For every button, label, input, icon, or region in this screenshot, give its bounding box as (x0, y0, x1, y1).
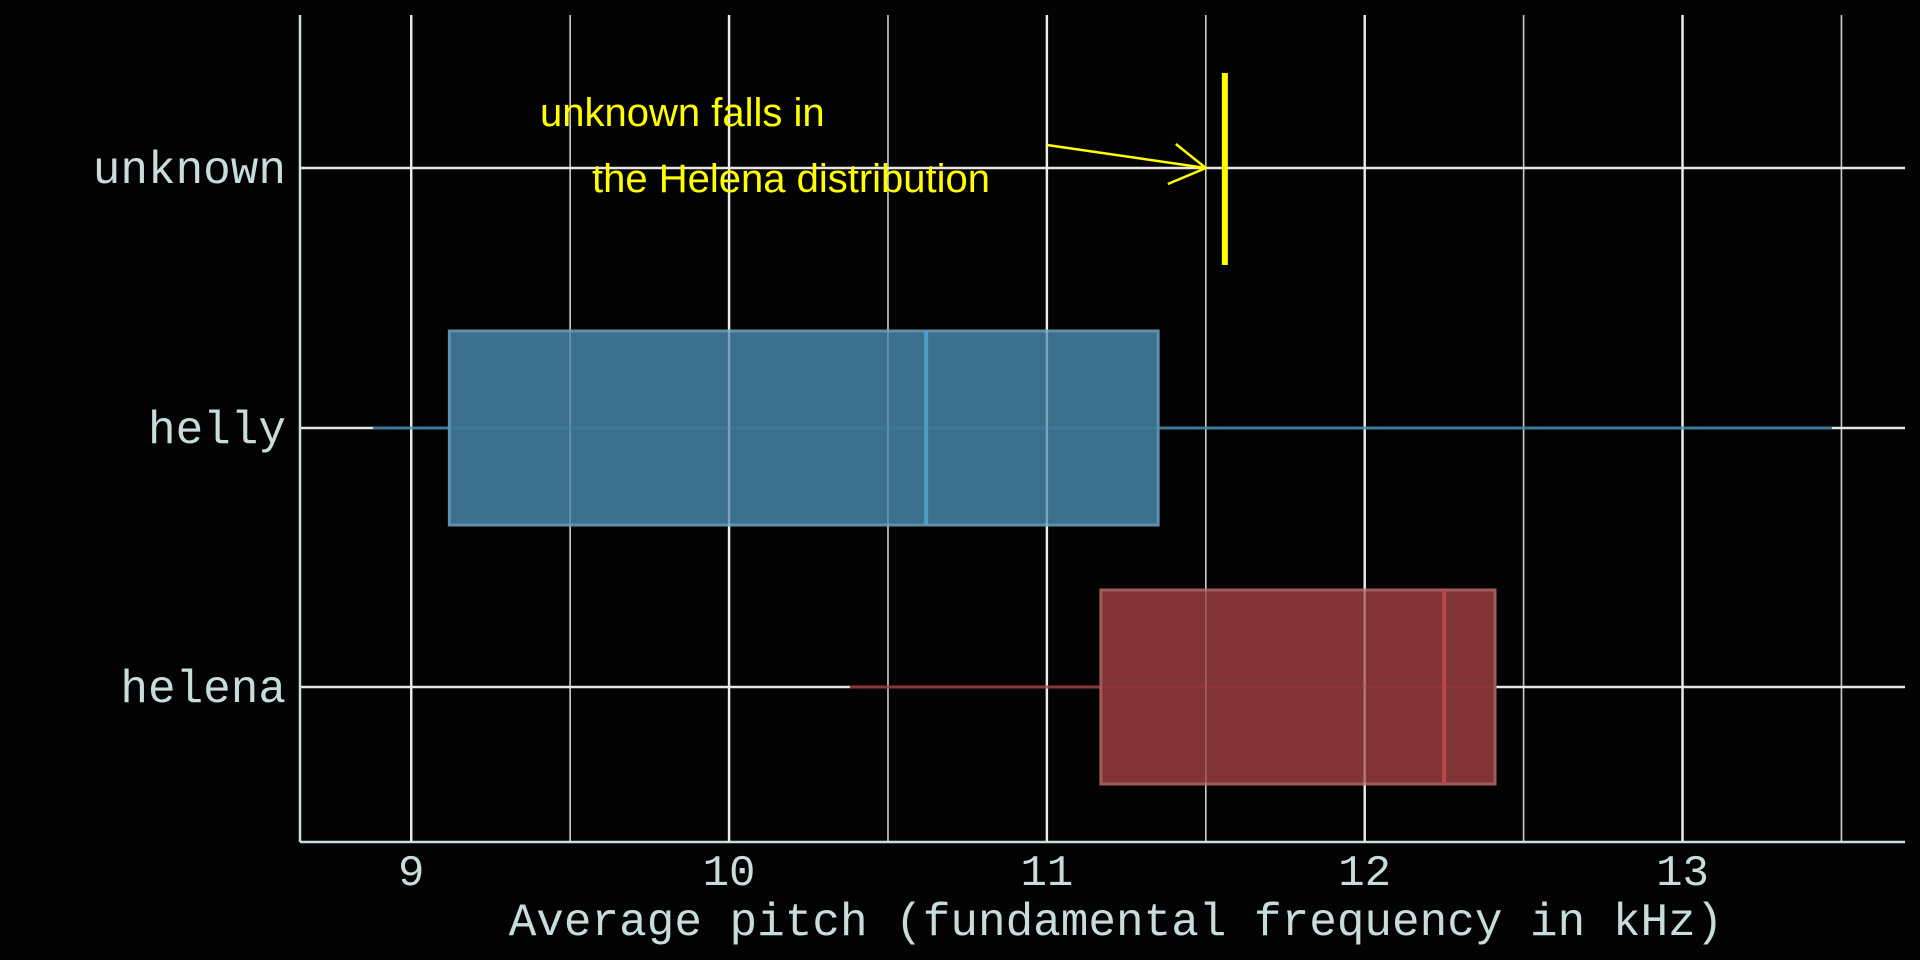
x-tick-label-10: 10 (703, 849, 756, 899)
annotation-line-1: unknown falls in (540, 91, 825, 135)
iqr-box-outline-helly (447, 329, 1160, 527)
x-tick-label-11: 11 (1020, 849, 1073, 899)
x-tick-label-12: 12 (1338, 849, 1391, 899)
iqr-box-helly (447, 329, 1160, 527)
boxes (373, 15, 1843, 842)
annotation: unknown falls in the Helena distribution (540, 91, 1209, 201)
x-tick-label-13: 13 (1656, 849, 1709, 899)
y-tick-label-helena: helena (120, 664, 286, 716)
box-helena (849, 588, 1497, 786)
annotation-arrow-head (1167, 143, 1209, 186)
x-tick-label-9: 9 (398, 849, 424, 899)
annotation-line-2: the Helena distribution (592, 157, 990, 201)
y-tick-label-unknown: unknown (93, 145, 286, 197)
iqr-box-outline-helena (1099, 588, 1497, 786)
grid-overlay (410, 15, 1843, 842)
y-tick-label-helly: helly (148, 405, 286, 457)
annotation-arrow-shaft (1046, 143, 1207, 170)
iqr-box-helena (1099, 588, 1497, 786)
x-axis-label: Average pitch (fundamental frequency in … (509, 897, 1724, 949)
axes: 9 10 11 12 13 unknown helly helena (93, 15, 1905, 899)
box-helly (373, 329, 1832, 527)
